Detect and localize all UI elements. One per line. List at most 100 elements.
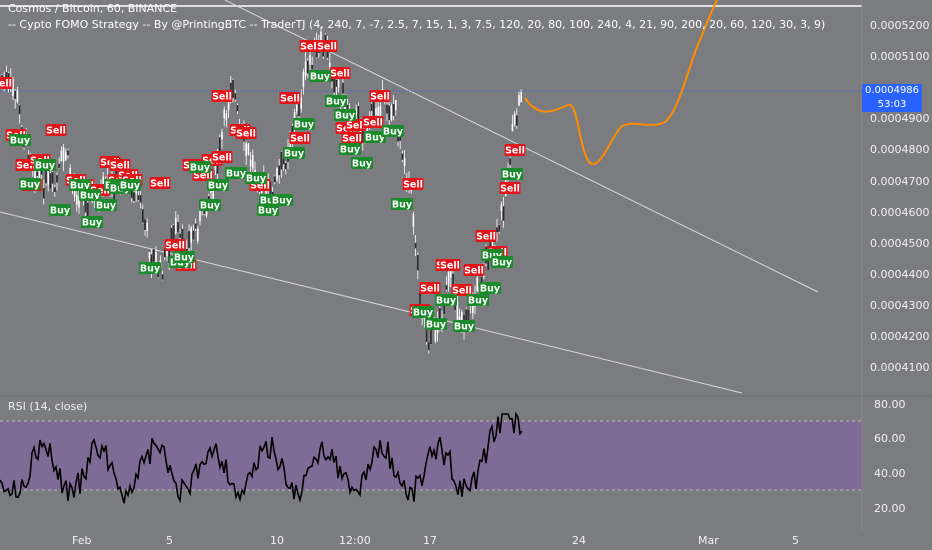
sell-signal: Sell xyxy=(316,40,338,53)
time-label: Feb xyxy=(72,534,91,547)
sell-signal-box xyxy=(279,92,301,104)
buy-signal: Buy xyxy=(334,109,356,122)
sell-signal-box xyxy=(149,177,171,189)
candle-body xyxy=(428,342,430,351)
candle-body xyxy=(133,192,135,201)
buy-signal: Buy xyxy=(19,178,41,191)
buy-signal: Buy xyxy=(79,189,101,202)
buy-signal-box xyxy=(364,131,386,143)
candle-body xyxy=(219,137,221,151)
buy-signal: Buy xyxy=(453,320,475,333)
buy-signal-box xyxy=(257,204,279,216)
buy-signal-label: Buy xyxy=(480,284,501,295)
candle-body xyxy=(289,140,291,149)
sell-signal-box xyxy=(451,284,473,296)
buy-signal-box xyxy=(479,282,501,294)
candle-body xyxy=(447,271,450,287)
sell-signal-label: Sell xyxy=(363,118,383,129)
candle-body xyxy=(164,248,166,258)
sell-signal-label: Sell xyxy=(317,42,337,53)
sell-signal-label: Sell xyxy=(46,126,66,137)
candle-body xyxy=(480,276,483,287)
price-label: 0.0005200 xyxy=(870,19,930,32)
rsi-legend[interactable]: RSI (14, close) xyxy=(8,400,88,413)
strategy-legend[interactable]: -- Cypto FOMO Strategy -- By @PrintingBT… xyxy=(8,18,826,31)
candle-body xyxy=(177,222,179,233)
symbol-title[interactable]: Cosmos / Bitcoin, 60, BINANCE xyxy=(8,2,178,15)
sell-signal: Sell xyxy=(235,127,257,140)
buy-signal-box xyxy=(19,178,41,190)
candle-body xyxy=(487,259,489,270)
buy-signal: Buy xyxy=(491,256,513,269)
sell-signal: Sell xyxy=(149,177,171,190)
candle-body xyxy=(417,255,419,271)
candle-body xyxy=(157,272,159,278)
buy-signal-label: Buy xyxy=(365,133,386,144)
buy-signal-box xyxy=(425,318,447,330)
sell-signal: Sell xyxy=(475,230,497,243)
buy-signal: Buy xyxy=(391,198,413,211)
sell-signal-label: Sell xyxy=(300,42,320,53)
candle-body xyxy=(102,176,104,191)
buy-signal-box xyxy=(199,199,221,211)
candle-body xyxy=(274,176,276,183)
price-axis[interactable]: 0.0005200 0.0005100 0.0004900 0.0004800 … xyxy=(870,19,930,374)
buy-signal-label: Buy xyxy=(200,201,221,212)
candle-body xyxy=(252,155,254,169)
candle-body xyxy=(131,187,133,199)
candle-body xyxy=(502,206,505,221)
candle-body xyxy=(302,71,305,88)
candle-body xyxy=(190,227,192,243)
candle-body xyxy=(47,170,49,185)
candle-body xyxy=(12,78,14,97)
lower-trendline[interactable] xyxy=(0,211,743,394)
buy-signal-label: Buy xyxy=(246,174,267,185)
buy-signal-label: Buy xyxy=(468,296,489,307)
buy-signal: Buy xyxy=(351,157,373,170)
candle-body xyxy=(280,151,283,170)
candle-body xyxy=(36,171,38,176)
candle-body xyxy=(520,92,522,103)
price-label: 0.0004100 xyxy=(870,361,930,374)
current-price-tag: 0.0004986 xyxy=(862,84,922,98)
sell-signal: Sell xyxy=(504,144,526,157)
candle-body xyxy=(45,168,47,184)
buy-signal-box xyxy=(391,198,413,210)
buy-signal-label: Buy xyxy=(392,200,413,211)
buy-signal: Buy xyxy=(95,199,117,212)
buy-signal-label: Buy xyxy=(413,308,434,319)
candle-body xyxy=(434,329,437,342)
buy-signal-box xyxy=(491,256,513,268)
buy-signal: Buy xyxy=(325,95,347,108)
sell-signal-label: Sell xyxy=(330,69,350,80)
sell-signal-box xyxy=(504,144,526,156)
rsi-axis[interactable]: 80.00 60.00 40.00 20.00 xyxy=(874,398,906,515)
buy-signal-box xyxy=(189,161,211,173)
candle-body xyxy=(18,105,21,115)
candle-body xyxy=(249,159,252,167)
sell-signal-label: Sell xyxy=(452,286,472,297)
sell-signal-label: Sell xyxy=(250,181,270,192)
time-axis[interactable]: Feb 5 10 12:00 17 24 Mar 5 xyxy=(72,534,799,547)
buy-signal-label: Buy xyxy=(482,251,503,262)
candle-body xyxy=(69,167,71,179)
candle-body xyxy=(153,249,155,262)
candle-body xyxy=(67,150,69,156)
buy-signal: Buy xyxy=(479,282,501,295)
sell-signal-box xyxy=(164,239,186,251)
buy-signal-label: Buy xyxy=(174,253,195,264)
candle-body xyxy=(357,106,360,121)
time-label: Mar xyxy=(698,534,719,547)
sell-signal-box xyxy=(329,67,351,79)
sell-signal-label: Sell xyxy=(150,179,170,190)
candle-body xyxy=(511,124,514,132)
candle-body xyxy=(509,158,511,165)
buy-signal-box xyxy=(351,157,373,169)
rsi-axis-label: 20.00 xyxy=(874,502,906,515)
sell-signal: Sell xyxy=(362,116,384,129)
candle-body xyxy=(439,308,441,322)
buy-signal: Buy xyxy=(283,147,305,160)
buy-signal-label: Buy xyxy=(120,181,141,192)
candle-body xyxy=(148,252,151,259)
